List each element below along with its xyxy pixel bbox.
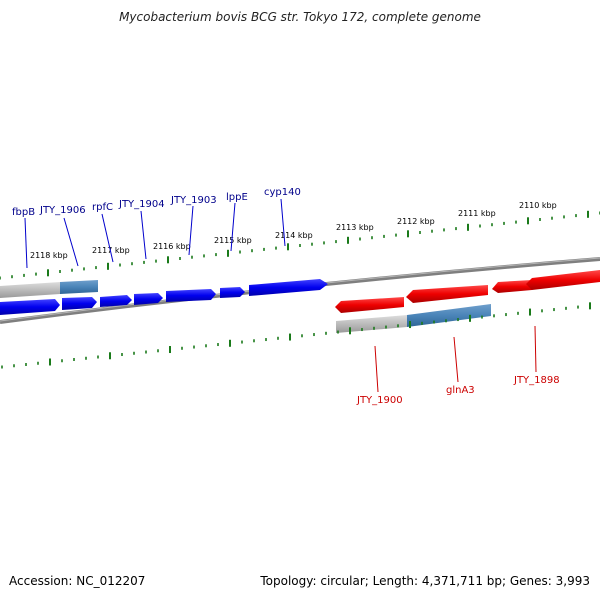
forward-genes — [0, 279, 328, 315]
gene-label-JTY_1900: JTY_1900 — [356, 395, 403, 406]
reverse-genes — [335, 270, 600, 313]
forward-gene-arrow — [134, 293, 163, 305]
forward-gene-arrow — [249, 279, 328, 296]
gene-label-fbpB: fbpB — [12, 207, 35, 218]
leader-lppE — [230, 202, 236, 252]
leader-rpfC — [101, 213, 114, 263]
scale-label-2116: 2116 kbp — [153, 242, 191, 251]
gene-label-lppE: lppE — [226, 192, 248, 203]
map-title: Mycobacterium bovis BCG str. Tokyo 172, … — [119, 10, 481, 24]
leader-cyp140 — [280, 198, 286, 247]
gene-label-JTY_1903: JTY_1903 — [170, 195, 217, 206]
gene-label-rpfC: rpfC — [92, 202, 113, 213]
gene-label-JTY_1898: JTY_1898 — [513, 375, 560, 386]
scale-label-2110: 2110 kbp — [519, 201, 557, 210]
reverse-gene-arrow — [406, 285, 488, 303]
leader-JTY_1906 — [63, 217, 79, 267]
forward-gene-labels: fbpB JTY_1906 rpfC JTY_1904 JTY_1903 lpp… — [12, 187, 301, 218]
gene-label-JTY_1906: JTY_1906 — [39, 205, 86, 216]
leader-fbpB — [24, 217, 28, 269]
gene-label-cyp140: cyp140 — [264, 187, 301, 198]
gene-label-glnA3: glnA3 — [446, 385, 475, 396]
gene-label-JTY_1904: JTY_1904 — [118, 199, 165, 210]
forward-pseudo-feature-gray — [0, 282, 60, 298]
lower-scale-ticks — [1, 302, 591, 369]
leader-JTY_1900 — [374, 345, 379, 393]
upper-scale-ticks — [0, 210, 600, 280]
scale-label-2118: 2118 kbp — [30, 251, 68, 260]
reverse-gene-arrow — [526, 270, 600, 290]
scale-label-2113: 2113 kbp — [336, 223, 374, 232]
reverse-gene-arrow — [335, 297, 404, 313]
forward-label-leaders — [24, 198, 286, 269]
reverse-pseudo-feature-steel — [407, 304, 491, 327]
forward-pseudo-feature-steel — [60, 280, 98, 294]
scale-label-2115: 2115 kbp — [214, 236, 252, 245]
leader-JTY_1904 — [140, 210, 147, 260]
reverse-gene-labels: JTY_1900 glnA3 JTY_1898 — [356, 375, 560, 406]
scale-label-2111: 2111 kbp — [458, 209, 496, 218]
accession-text: Accession: NC_012207 — [9, 574, 146, 588]
scale-label-2114: 2114 kbp — [275, 231, 313, 240]
leader-JTY_1903 — [188, 205, 194, 256]
leader-JTY_1898 — [534, 325, 537, 373]
genome-stats-text: Topology: circular; Length: 4,371,711 bp… — [260, 574, 590, 588]
scale-label-2112: 2112 kbp — [397, 217, 435, 226]
forward-gene-arrow — [220, 287, 245, 298]
leader-glnA3 — [453, 336, 459, 383]
forward-gene-arrow — [166, 289, 216, 302]
reverse-label-leaders — [374, 325, 537, 393]
forward-gene-arrow — [62, 297, 97, 310]
forward-gene-arrow — [100, 295, 132, 307]
forward-gene-arrow — [0, 299, 60, 315]
reverse-gene-arrow — [492, 280, 532, 293]
reverse-pseudo-feature-gray — [336, 315, 407, 333]
